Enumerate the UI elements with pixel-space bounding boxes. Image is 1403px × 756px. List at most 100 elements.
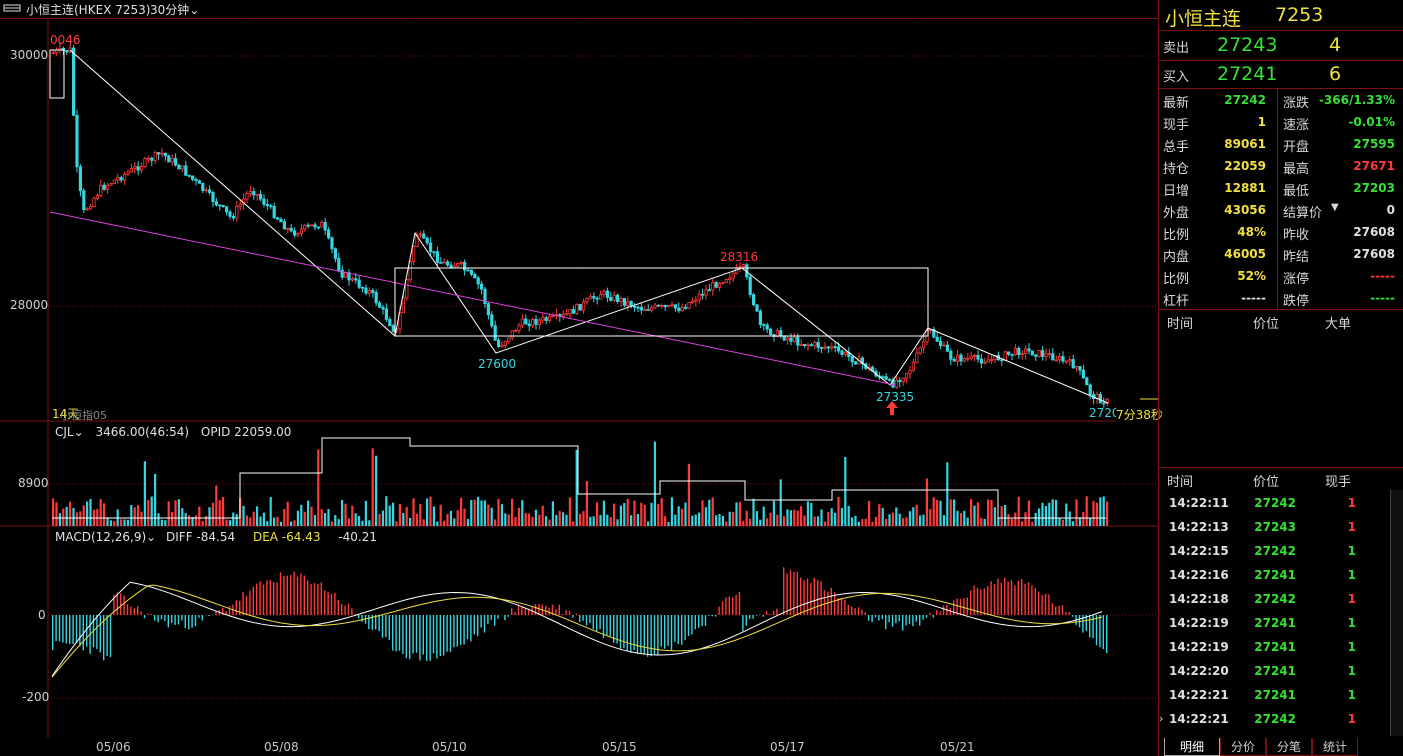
volume-bar [517, 507, 520, 526]
volume-bar [1082, 512, 1085, 526]
candle [391, 325, 395, 332]
volume-bar [439, 504, 442, 526]
macd-bar [466, 615, 469, 640]
quote-value: 1 [1257, 115, 1266, 129]
volume-bar [1007, 514, 1010, 526]
window-icon[interactable] [3, 2, 21, 17]
volume-bar [242, 505, 245, 526]
volume-bar [898, 513, 901, 526]
volume-indicator-header[interactable]: CJL⌄ 3466.00(46:54) OPID 22059.00 [55, 425, 291, 439]
macd-bar [368, 615, 370, 630]
volume-bar [194, 515, 197, 526]
tab-detail[interactable]: 明细 [1164, 738, 1220, 756]
candle [109, 183, 113, 186]
tab-ticks[interactable]: 分笔 [1266, 738, 1312, 756]
volume-bar [942, 515, 945, 526]
quote-value: -366/1.33% [1318, 93, 1395, 107]
volume-bar [364, 500, 367, 526]
candle [123, 173, 127, 181]
volume-bar [851, 517, 854, 526]
volume-bar [524, 512, 527, 526]
volume-bar [558, 510, 561, 526]
candle [72, 47, 76, 116]
candle [221, 205, 225, 208]
tick-row[interactable]: 14:22:11 27242 1 [1159, 494, 1403, 516]
volume-bar [65, 506, 68, 526]
tick-row[interactable]: 14:22:18 27242 1 [1159, 590, 1403, 612]
volume-bar [551, 501, 554, 526]
volume-bar [443, 520, 446, 526]
macd-bar [443, 615, 445, 656]
candle [687, 302, 691, 309]
quote-value: 27608 [1353, 225, 1395, 239]
candle [408, 261, 412, 281]
candle [503, 340, 508, 346]
tick-row[interactable]: 14:22:19 27241 1 [1159, 638, 1403, 660]
candle [282, 221, 287, 230]
macd-bar [62, 615, 64, 643]
candle [1061, 356, 1065, 362]
macd-bar [562, 613, 564, 615]
volume-bar [949, 499, 952, 526]
buy-qty: 6 [1329, 63, 1342, 85]
volume-bar [1089, 518, 1092, 526]
macd-bar [317, 583, 319, 615]
volume-bar [908, 511, 911, 526]
tick-row[interactable]: 14:22:19 27241 1 [1159, 614, 1403, 636]
tick-row[interactable]: 14:22:21 27242 1 [1159, 710, 1403, 732]
candle [843, 352, 848, 355]
big-order-time-col: 时间 [1167, 317, 1194, 332]
macd-bar [694, 615, 696, 630]
macd-bar [592, 615, 594, 630]
candle [89, 206, 93, 210]
macd-bar [745, 615, 747, 626]
volume-bar [184, 513, 187, 526]
tab-statistics[interactable]: 统计 [1312, 738, 1358, 756]
volume-bar [919, 515, 922, 526]
candle [381, 306, 385, 310]
candle [299, 228, 304, 234]
candle [517, 324, 521, 332]
period-selector[interactable]: 30分钟⌄ [150, 1, 199, 18]
tick-row[interactable]: 14:22:16 27241 1 [1159, 566, 1403, 588]
indicator-note: 14天 [52, 407, 80, 421]
tick-row[interactable]: 14:22:15 27242 1 [1159, 542, 1403, 564]
chevron-down-icon[interactable]: ▼ [1331, 202, 1339, 213]
macd-bar [776, 608, 778, 615]
volume-bar [633, 500, 636, 526]
macd-indicator-header[interactable]: MACD(12,26,9)⌄ DIFF -84.54 DEA -64.43 -4… [55, 530, 377, 544]
volume-bar [330, 521, 333, 526]
candle [911, 361, 916, 371]
volume-bar [449, 510, 452, 526]
macd-bar [851, 606, 853, 615]
macd-bar [194, 615, 197, 627]
ticks-scrollbar[interactable] [1390, 490, 1403, 736]
macd-bar [749, 615, 751, 619]
macd-bar [1051, 603, 1053, 615]
volume-bar [113, 521, 116, 526]
candle [384, 308, 389, 320]
macd-bar [983, 588, 985, 615]
candle [541, 317, 545, 321]
candle [527, 323, 531, 327]
tick-row[interactable]: 14:22:13 27243 1 [1159, 518, 1403, 540]
volume-bar [793, 509, 796, 526]
tick-row[interactable]: 14:22:21 27241 1 [1159, 686, 1403, 708]
macd-bar [783, 567, 785, 615]
trend-overlays [49, 49, 1158, 404]
candle [296, 232, 300, 236]
tick-row[interactable]: 14:22:20 27241 1 [1159, 662, 1403, 684]
candle [656, 304, 661, 307]
candle [1058, 356, 1062, 361]
kline-chart[interactable] [0, 18, 1158, 738]
candle [694, 299, 698, 302]
tab-price-distribution[interactable]: 分价 [1220, 738, 1266, 756]
tick-price: 27242 [1254, 592, 1296, 606]
volume-bar [980, 517, 983, 526]
volume-bar [55, 502, 58, 526]
candle [1088, 384, 1092, 395]
volume-bar [572, 521, 575, 526]
macd-bar [507, 615, 509, 617]
volume-bar [422, 519, 425, 526]
macd-bar [976, 587, 979, 615]
